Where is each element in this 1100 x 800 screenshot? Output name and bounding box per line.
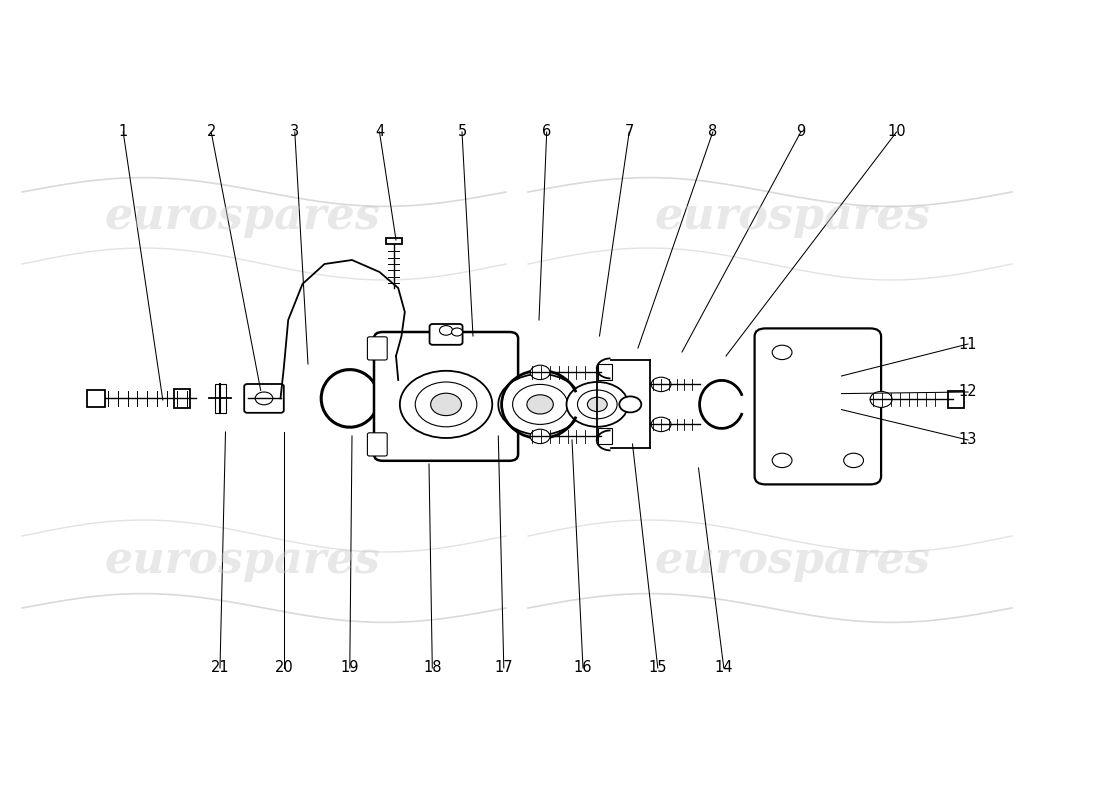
Circle shape	[651, 418, 671, 432]
FancyBboxPatch shape	[386, 238, 402, 244]
FancyBboxPatch shape	[214, 384, 225, 413]
Circle shape	[399, 370, 492, 438]
Circle shape	[772, 453, 792, 467]
Circle shape	[439, 326, 453, 335]
FancyBboxPatch shape	[387, 376, 409, 391]
FancyBboxPatch shape	[367, 433, 387, 456]
Text: 9: 9	[796, 125, 805, 139]
Text: 16: 16	[574, 661, 592, 675]
Circle shape	[651, 378, 671, 392]
Circle shape	[844, 453, 864, 467]
Circle shape	[430, 394, 461, 416]
Text: 12: 12	[959, 385, 977, 399]
Circle shape	[587, 398, 607, 411]
Circle shape	[530, 429, 550, 443]
Text: 5: 5	[458, 125, 466, 139]
Circle shape	[527, 394, 553, 414]
Circle shape	[451, 328, 462, 336]
Circle shape	[578, 390, 617, 419]
Text: eurospares: eurospares	[654, 194, 930, 238]
Text: 8: 8	[708, 125, 717, 139]
Text: 4: 4	[375, 125, 384, 139]
Text: 17: 17	[495, 661, 513, 675]
Circle shape	[772, 346, 792, 360]
FancyBboxPatch shape	[87, 390, 104, 407]
Text: 20: 20	[274, 661, 294, 675]
Text: eurospares: eurospares	[654, 538, 930, 582]
Text: eurospares: eurospares	[104, 194, 379, 238]
Text: 6: 6	[542, 125, 551, 139]
Text: 18: 18	[424, 661, 441, 675]
Text: 7: 7	[625, 125, 634, 139]
Circle shape	[513, 385, 568, 424]
Text: 10: 10	[888, 125, 905, 139]
Circle shape	[498, 374, 582, 435]
Circle shape	[415, 382, 476, 427]
Text: 21: 21	[211, 661, 229, 675]
Text: 2: 2	[207, 125, 216, 139]
FancyBboxPatch shape	[244, 384, 284, 413]
Text: eurospares: eurospares	[104, 538, 379, 582]
Text: 19: 19	[341, 661, 359, 675]
Circle shape	[566, 382, 628, 427]
FancyBboxPatch shape	[367, 337, 387, 360]
Text: 15: 15	[649, 661, 667, 675]
Circle shape	[619, 397, 641, 413]
FancyBboxPatch shape	[598, 365, 612, 381]
Text: 14: 14	[715, 661, 733, 675]
FancyBboxPatch shape	[174, 389, 190, 408]
Text: 13: 13	[959, 433, 977, 447]
Circle shape	[870, 391, 892, 407]
FancyBboxPatch shape	[374, 332, 518, 461]
FancyBboxPatch shape	[948, 390, 964, 408]
Text: 1: 1	[119, 125, 128, 139]
FancyBboxPatch shape	[598, 429, 612, 445]
Circle shape	[530, 365, 550, 380]
FancyBboxPatch shape	[755, 329, 881, 485]
Text: 11: 11	[959, 337, 977, 351]
FancyBboxPatch shape	[429, 324, 462, 345]
Circle shape	[255, 392, 273, 405]
Text: 3: 3	[290, 125, 299, 139]
